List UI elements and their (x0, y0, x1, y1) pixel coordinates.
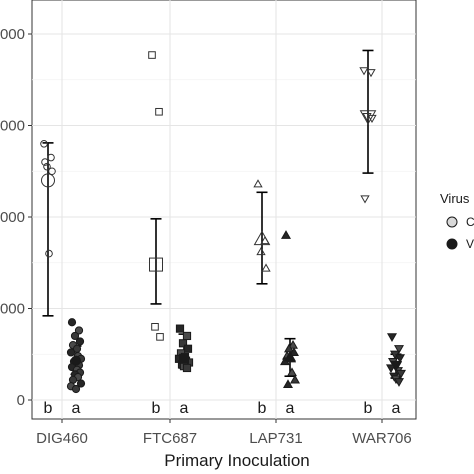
data-point (282, 379, 294, 389)
mean-point (149, 257, 163, 272)
data-point (47, 153, 55, 162)
data-point (70, 331, 80, 341)
data-point (66, 348, 76, 357)
y-tick-label: 1000 (0, 301, 25, 318)
data-point (41, 158, 49, 166)
x-tick-label: LAP731 (249, 430, 302, 447)
data-point (71, 384, 81, 394)
data-point (261, 263, 271, 272)
data-point (280, 230, 292, 239)
grid-lines (32, 0, 416, 419)
data-point (393, 378, 405, 387)
significance-letter: b (364, 400, 373, 417)
legend-key (446, 216, 458, 228)
data-point (76, 379, 86, 388)
data-point (155, 107, 163, 116)
data-point (360, 195, 370, 204)
data-point (43, 162, 51, 171)
data-point (182, 331, 192, 341)
significance-letter: a (180, 400, 189, 417)
data-point (148, 51, 156, 59)
data-point (366, 69, 376, 78)
significance-letter: b (44, 400, 53, 417)
data-point (385, 364, 397, 374)
significance-letter: a (286, 400, 295, 417)
x-tick-label: DIG460 (36, 430, 88, 447)
mean-point (179, 353, 189, 364)
data-point (156, 333, 164, 341)
data-point (287, 339, 299, 349)
mean-point (283, 350, 297, 362)
y-tick-label: 2000 (0, 209, 25, 226)
data-point (151, 323, 159, 331)
data-point (48, 167, 56, 176)
legend-label: C (466, 215, 474, 229)
data-marks (40, 49, 407, 394)
data-point (386, 333, 398, 343)
data-point (395, 369, 407, 379)
data-point (256, 246, 266, 256)
legend: Virus CV (440, 191, 474, 251)
data-point (183, 344, 193, 353)
mean-point (41, 173, 55, 188)
y-axis: 0 1000 2000 3000 4000 (0, 26, 32, 409)
data-point (394, 354, 406, 364)
significance-letter: a (392, 400, 401, 417)
data-point (253, 179, 263, 188)
panel-background (31, 0, 417, 420)
data-point (367, 114, 377, 123)
data-point (286, 367, 298, 377)
legend-label: V (466, 237, 474, 251)
y-tick-label: 4000 (0, 26, 25, 43)
x-tick-label: WAR706 (352, 430, 411, 447)
x-axis-title: Primary Inoculation (164, 451, 310, 470)
significance-letter: a (72, 400, 81, 417)
data-point (45, 249, 53, 258)
data-point (175, 324, 185, 333)
data-point (182, 363, 192, 373)
y-tick-label: 0 (17, 392, 25, 409)
legend-key (446, 238, 458, 250)
data-point (67, 318, 77, 327)
x-axis: DIG460 FTC687 LAP731 WAR706 (36, 419, 412, 447)
data-point (283, 343, 295, 353)
data-point (75, 337, 85, 346)
data-point (178, 339, 188, 348)
x-tick-label: FTC687 (143, 430, 197, 447)
data-point (359, 67, 369, 76)
mean-point (389, 360, 403, 372)
data-point (40, 140, 48, 148)
significance-letter: b (258, 400, 267, 417)
y-tick-label: 3000 (0, 118, 25, 135)
significance-letter: b (152, 400, 161, 417)
data-point (288, 347, 300, 357)
data-point (74, 326, 84, 335)
legend-title: Virus (440, 191, 470, 206)
mean-point (359, 110, 377, 125)
data-point (393, 345, 405, 354)
mean-point (71, 355, 81, 366)
data-point (289, 374, 301, 384)
mean-point (253, 230, 271, 246)
